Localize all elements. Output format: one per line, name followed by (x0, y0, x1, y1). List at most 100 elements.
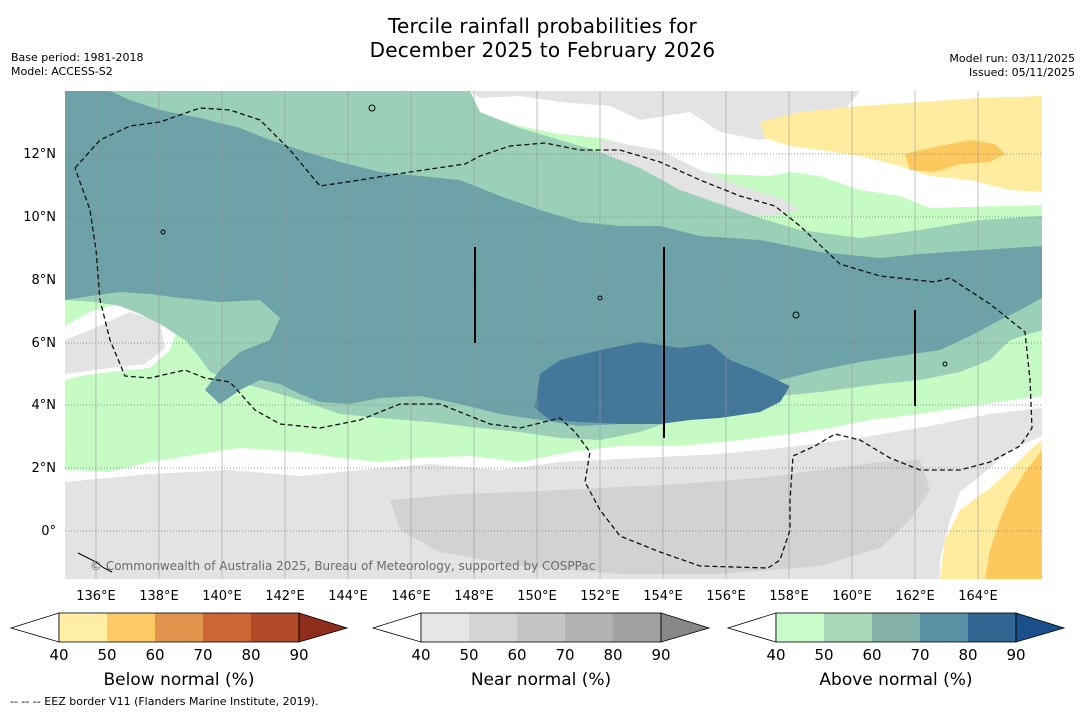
issued-date: Issued: 05/11/2025 (968, 66, 1075, 79)
colorbar-near-segment (517, 613, 565, 642)
colorbar-above-frame (775, 612, 1017, 643)
lon-label: 144°E (328, 589, 368, 604)
colorbar-tick: 70 (555, 646, 574, 664)
colorbar-near-segment (613, 613, 661, 642)
colorbar-tick: 60 (145, 646, 164, 664)
lon-label: 152°E (580, 589, 620, 604)
colorbar-below-title: Below normal (%) (104, 670, 255, 690)
colorbar-tick: 40 (411, 646, 430, 664)
colorbar-above-segment (776, 613, 824, 642)
colorbar-tick: 40 (766, 646, 785, 664)
colorbar-above-lower-extension (726, 612, 777, 643)
island-new-guinea-coast (77, 552, 113, 573)
colorbar-above-upper-extension (1015, 612, 1066, 643)
colorbar-near-segment (469, 613, 517, 642)
near-normal-50-south (390, 460, 930, 574)
lat-label: 0° (41, 524, 56, 539)
base-info: Base period: 1981-2018 Model: ACCESS-S2 (11, 51, 143, 79)
colorbar-below-segment (155, 613, 203, 642)
colorbar-above-segment (872, 613, 920, 642)
region-marker-lines (474, 247, 916, 438)
below-normal-50-southeast (985, 450, 1042, 579)
colorbar-near-segment (421, 613, 469, 642)
colorbar-above-segment (968, 613, 1016, 642)
colorbar-below-segment (203, 613, 251, 642)
island-marker (160, 229, 166, 235)
lon-label: 162°E (895, 589, 935, 604)
title-line-2: December 2025 to February 2026 (369, 38, 716, 62)
lat-label: 12°N (23, 147, 56, 162)
colorbar-below-segment (59, 613, 107, 642)
islands (77, 104, 948, 573)
base-period: Base period: 1981-2018 (11, 51, 144, 64)
lon-label: 142°E (265, 589, 305, 604)
colorbar-near-segment (565, 613, 613, 642)
colorbar-tick: 80 (603, 646, 622, 664)
lat-label: 6°N (32, 336, 57, 351)
island-marker (792, 311, 800, 319)
colorbar-tick: 70 (910, 646, 929, 664)
lat-label: 2°N (32, 461, 57, 476)
lon-label: 140°E (202, 589, 242, 604)
above-normal-60-band (65, 91, 1042, 426)
copyright-notice: © Commonwealth of Australia 2025, Bureau… (90, 559, 595, 573)
colorbar-tick: 70 (193, 646, 212, 664)
colorbar-near-upper-extension (660, 612, 711, 643)
below-normal-50-northeast (905, 140, 1005, 172)
island-marker (942, 361, 948, 367)
colorbar-tick: 50 (459, 646, 478, 664)
colorbar-tick: 60 (862, 646, 881, 664)
colorbar-tick: 90 (289, 646, 308, 664)
lat-label: 4°N (32, 398, 57, 413)
colorbar-tick: 90 (1006, 646, 1025, 664)
near-normal-40-northeast (600, 140, 800, 216)
near-normal-40-west (65, 312, 165, 374)
colorbar-above-segment (920, 613, 968, 642)
lon-label: 136°E (76, 589, 116, 604)
colorbar-below-frame (58, 612, 300, 643)
lon-label: 148°E (454, 589, 494, 604)
map-title: Tercile rainfall probabilities for Decem… (0, 14, 1085, 62)
probability-map: © Commonwealth of Australia 2025, Bureau… (65, 91, 1042, 579)
island-marker (368, 104, 376, 112)
lon-label: 154°E (643, 589, 683, 604)
colorbar-tick: 80 (958, 646, 977, 664)
colorbar-above-segment (824, 613, 872, 642)
colorbar-tick: 90 (651, 646, 670, 664)
eez-borders (74, 107, 1033, 569)
lon-label: 150°E (517, 589, 557, 604)
lon-label: 138°E (139, 589, 179, 604)
latitude-labels: 12°N 10°N 8°N 6°N 4°N 2°N 0° (23, 147, 56, 539)
lat-label: 10°N (23, 210, 56, 225)
colorbar-above-normal: 40 50 60 70 80 90 Above normal (%) (726, 612, 1066, 690)
model-run-date: Model run: 03/11/2025 (949, 52, 1075, 65)
lon-label: 158°E (769, 589, 809, 604)
colorbar-below-lower-extension (9, 612, 60, 643)
run-info: Model run: 03/11/2025 Issued: 05/11/2025 (949, 52, 1075, 80)
colorbar-tick: 60 (507, 646, 526, 664)
colorbar-near-frame (420, 612, 662, 643)
colorbar-near-normal: 40 50 60 70 80 90 Near normal (%) (371, 612, 711, 690)
colorbar-tick: 80 (241, 646, 260, 664)
longitude-labels: 136°E 138°E 140°E 142°E 144°E 146°E 148°… (76, 589, 998, 604)
lon-label: 146°E (391, 589, 431, 604)
model-name: Model: ACCESS-S2 (11, 65, 113, 78)
eez-border-palau-fsm-west (74, 107, 1033, 569)
colorbar-above-title: Above normal (%) (819, 670, 972, 690)
graticule (65, 153, 1042, 532)
colorbar-tick: 50 (97, 646, 116, 664)
lon-label: 160°E (832, 589, 872, 604)
colorbar-below-segment (107, 613, 155, 642)
lon-label: 156°E (706, 589, 746, 604)
colorbar-tick: 50 (814, 646, 833, 664)
title-line-1: Tercile rainfall probabilities for (388, 14, 697, 38)
lat-label: 8°N (32, 273, 57, 288)
below-normal-40-northeast (760, 96, 1042, 192)
colorbar-near-title: Near normal (%) (471, 670, 611, 690)
colorbar-below-normal: 40 50 60 70 80 90 Below normal (%) (9, 612, 349, 690)
colorbar-near-lower-extension (371, 612, 422, 643)
colorbar-below-upper-extension (298, 612, 349, 643)
colorbar-tick: 40 (49, 646, 68, 664)
lon-label: 164°E (958, 589, 998, 604)
